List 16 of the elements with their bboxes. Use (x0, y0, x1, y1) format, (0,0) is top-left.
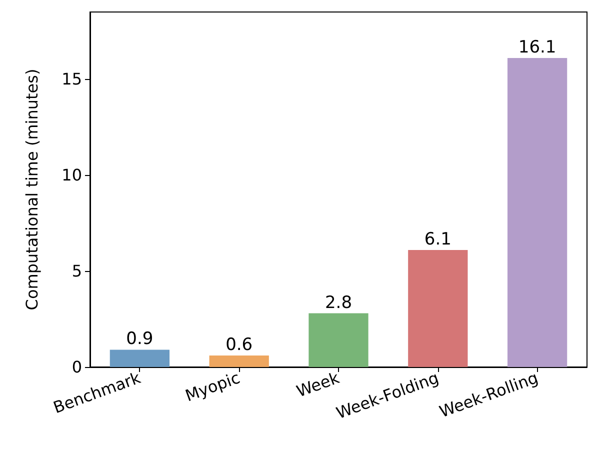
y-axis-title: Computational time (minutes) (22, 68, 42, 310)
data-label: 0.6 (226, 334, 253, 355)
data-label: 6.1 (424, 229, 452, 250)
y-tick-label: 0 (72, 358, 82, 376)
bar (110, 350, 170, 367)
x-tick-label: Myopic (182, 368, 242, 406)
bar (507, 58, 568, 367)
y-tick-label: 5 (72, 262, 82, 281)
bar (408, 250, 468, 367)
bar (308, 313, 368, 367)
y-tick-label: 10 (62, 166, 82, 185)
data-label: 2.8 (324, 292, 352, 313)
y-tick-label: 15 (62, 70, 82, 89)
bar (209, 355, 269, 367)
data-label: 16.1 (518, 38, 556, 58)
data-label: 0.9 (126, 329, 154, 350)
